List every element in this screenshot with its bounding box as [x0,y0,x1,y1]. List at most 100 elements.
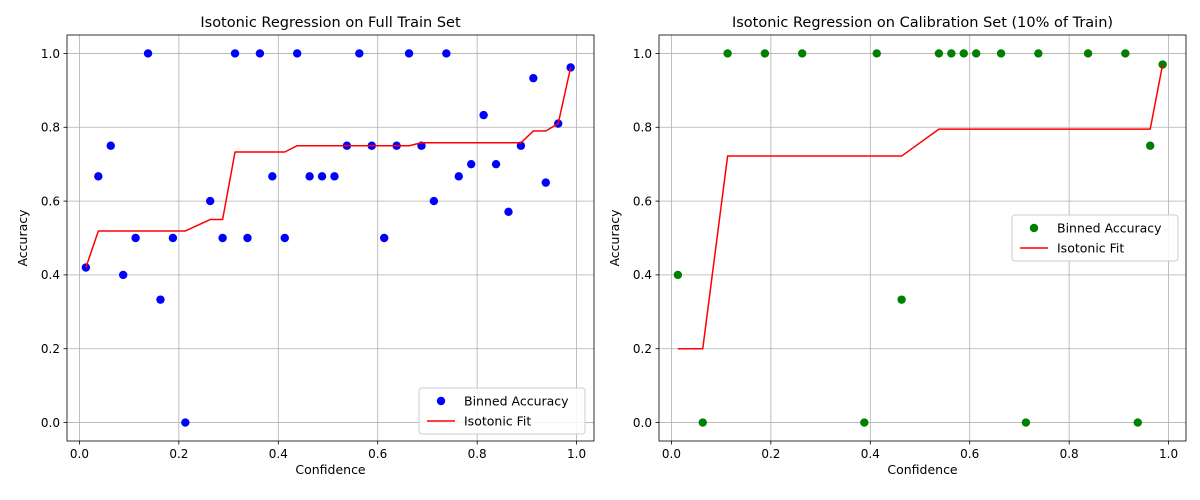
binned-accuracy-point [479,110,488,120]
legend-marker-binned-accuracy [1029,223,1039,233]
y-tick-label: 0.2 [41,342,60,356]
binned-accuracy-point [230,49,240,58]
binned-accuracy-point [860,418,869,427]
binned-accuracy-point [723,49,732,58]
x-tick-label: 0.6 [960,447,979,461]
binned-accuracy-point [934,49,944,58]
binned-accuracy-point [280,233,289,243]
y-tick-label: 0.4 [633,268,652,282]
binned-accuracy-point [760,49,770,58]
isotonic-fit-line [85,67,572,268]
binned-accuracy-point [131,233,140,243]
binned-accuracy-point [243,233,252,243]
legend-box [1011,214,1179,262]
binned-accuracy-point [1034,49,1043,58]
binned-accuracy-point [143,49,153,58]
y-tick-label: 0.8 [633,121,652,135]
x-tick-label: 1.0 [567,447,586,461]
binned-accuracy-point [959,49,968,58]
y-tick-label: 0.8 [41,121,60,135]
binned-accuracy-point [1121,49,1130,58]
binned-accuracy-point [504,207,513,216]
binned-accuracy-point [1146,141,1155,150]
binned-accuracy-point [797,49,807,58]
y-tick-label: 0.2 [633,342,652,356]
x-tick-label: 0.2 [169,447,188,461]
legend-label-binned-accuracy: Binned Accuracy [1057,221,1162,236]
binned-accuracy-point [218,233,227,243]
legend: Binned Accuracy Isotonic Fit [418,387,586,435]
chart-panel-2: 0.0 0.2 0.4 0.6 0.8 1.0 0.0 0.2 0.4 0.6 0.8 1.0 Isot… [607,15,1187,477]
binned-accuracy-point [566,63,575,72]
binned-accuracy-point [268,172,277,181]
chart-title: Isotonic Regression on Full Train Set [200,15,461,31]
binned-accuracy-point [181,418,190,427]
chart-title: Isotonic Regression on Calibration Set (… [732,15,1113,31]
binned-accuracy-point [541,178,550,187]
legend-label-isotonic-fit: Isotonic Fit [464,414,531,429]
binned-accuracy-point [1133,418,1142,427]
binned-accuracy-point [1158,60,1167,69]
x-axis-label: Confidence [887,462,958,477]
binned-accuracy-point [698,418,707,427]
y-tick-label: 0.6 [633,194,652,208]
binned-accuracy-point [404,49,414,58]
y-tick-label: 0.6 [41,194,60,208]
plot-data [673,49,1167,427]
chart-panel-1: 0.0 0.2 0.4 0.6 0.8 1.0 0.0 0.2 0.4 0.6 0.8 1.0 Isot… [15,15,595,477]
binned-accuracy-point [947,49,956,58]
binned-accuracy-point [491,159,501,169]
binned-accuracy-point [292,49,302,58]
y-tick-label: 1.0 [633,47,652,61]
binned-accuracy-point [118,270,128,280]
x-tick-label: 0.0 [662,447,681,461]
y-axis-label: Accuracy [607,209,622,267]
binned-accuracy-point [872,49,881,58]
y-axis-label: Accuracy [15,209,30,267]
binned-accuracy-point [516,141,526,150]
binned-accuracy-point [168,233,178,243]
x-tick-label: 0.0 [70,447,89,461]
binned-accuracy-point [429,196,439,206]
binned-accuracy-point [897,295,906,304]
binned-accuracy-point [442,49,451,58]
x-tick-label: 0.8 [468,447,487,461]
legend-marker-binned-accuracy [436,396,446,406]
y-tick-label: 0.0 [633,416,652,430]
binned-accuracy-point [305,172,314,181]
y-tick-label: 0.0 [41,416,60,430]
x-tick-label: 0.4 [861,447,880,461]
binned-accuracy-point [454,172,463,181]
binned-accuracy-point [1083,49,1093,58]
axes-frame [658,34,1187,442]
x-tick-label: 0.6 [368,447,387,461]
binned-accuracy-point [255,49,265,58]
binned-accuracy-point [317,172,327,181]
y-tick-label: 0.4 [41,268,60,282]
binned-accuracy-point [205,196,215,206]
x-tick-label: 0.8 [1060,447,1079,461]
binned-accuracy-point [996,49,1006,58]
binned-accuracy-point [1021,418,1031,427]
binned-accuracy-point [466,159,476,169]
binned-accuracy-point [355,49,364,58]
axes-frame [66,34,595,442]
binned-accuracy-point [94,172,103,181]
plot-data [81,49,575,427]
legend-label-binned-accuracy: Binned Accuracy [464,394,569,409]
x-tick-label: 0.4 [269,447,288,461]
isotonic-fit-line [677,64,1164,350]
x-axis-label: Confidence [295,462,366,477]
legend: Binned Accuracy Isotonic Fit [1011,214,1179,262]
binned-accuracy-point [106,141,115,150]
binned-accuracy-point [379,233,389,243]
binned-accuracy-point [971,49,981,58]
x-tick-label: 0.2 [761,447,780,461]
binned-accuracy-point [156,295,165,304]
x-tick-label: 1.0 [1159,447,1178,461]
y-tick-label: 1.0 [41,47,60,61]
legend-label-isotonic-fit: Isotonic Fit [1057,241,1124,256]
binned-accuracy-point [529,73,538,83]
legend-box [418,387,586,435]
